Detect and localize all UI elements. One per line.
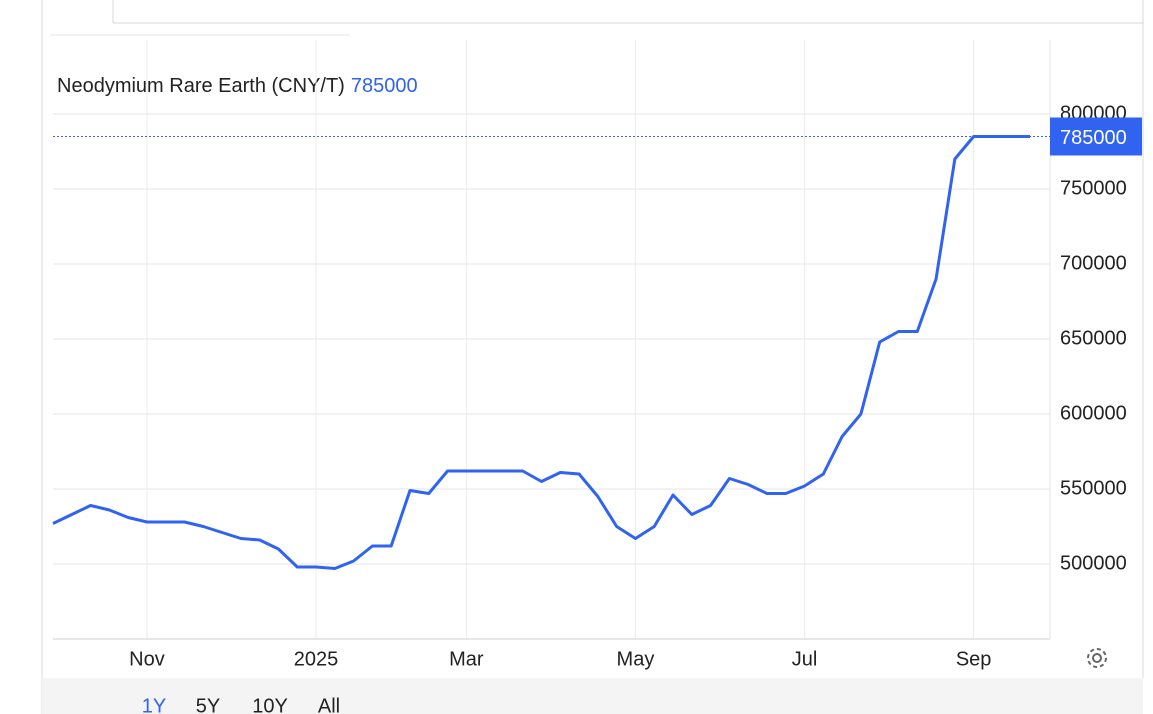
y-tick-label: 750000 (1060, 177, 1127, 199)
chart-title: Neodymium Rare Earth (CNY/T) 785000 (57, 75, 418, 97)
range-button[interactable]: 1Y (142, 695, 166, 714)
range-button[interactable]: 5Y (196, 695, 220, 714)
x-tick-label: Nov (129, 648, 165, 670)
y-tick-label: 700000 (1060, 252, 1127, 274)
x-tick-label: Sep (956, 648, 992, 670)
y-tick-label: 500000 (1060, 552, 1127, 574)
y-tick-label: 550000 (1060, 477, 1127, 499)
title-value: 785000 (351, 75, 418, 97)
range-bar (42, 678, 1143, 714)
range-button[interactable]: All (318, 695, 340, 714)
price-line (52, 135, 1030, 570)
y-tick-label: 600000 (1060, 402, 1127, 424)
settings-icon[interactable] (1087, 648, 1107, 668)
last-value-label: 785000 (1060, 127, 1127, 149)
x-tick-label: 2025 (294, 648, 339, 670)
title-text: Neodymium Rare Earth (CNY/T) (57, 75, 345, 97)
x-tick-label: May (617, 648, 655, 670)
x-tick-label: Jul (792, 648, 818, 670)
x-tick-label: Mar (449, 648, 484, 670)
range-button[interactable]: 10Y (252, 695, 288, 714)
last-value-box (1050, 117, 1142, 156)
y-tick-label: 650000 (1060, 327, 1127, 349)
